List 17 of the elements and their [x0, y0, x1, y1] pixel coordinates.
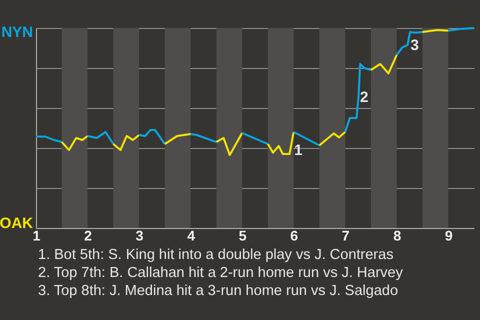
annotation: 2 [360, 89, 368, 106]
text: 3. Top 8th: J. Medina hit a 3-run home run vs J. Salgado [38, 282, 400, 300]
x-tick-label: 3 [136, 228, 144, 244]
x-tick-label: 1 [32, 228, 41, 244]
x-tick-label: 2 [84, 228, 92, 244]
x-tick-label: 8 [393, 228, 402, 244]
x-tick-label: 6 [290, 228, 298, 244]
text: 1. Bot 5th: S. King hit into a double play vs J. Contreras [38, 246, 394, 264]
text: NYN [1, 24, 33, 41]
annotation: 1 [294, 142, 302, 159]
x-tick-label: 4 [187, 228, 196, 244]
annotation: 3 [410, 37, 419, 54]
x-tick-label: 9 [444, 228, 453, 244]
x-tick-label: 5 [238, 228, 247, 244]
text: 2. Top 7th: B. Callahan hit a 2-run home run vs J. Harvey [38, 264, 403, 282]
x-tick-label: 7 [342, 228, 350, 244]
text: OAK [0, 215, 34, 232]
